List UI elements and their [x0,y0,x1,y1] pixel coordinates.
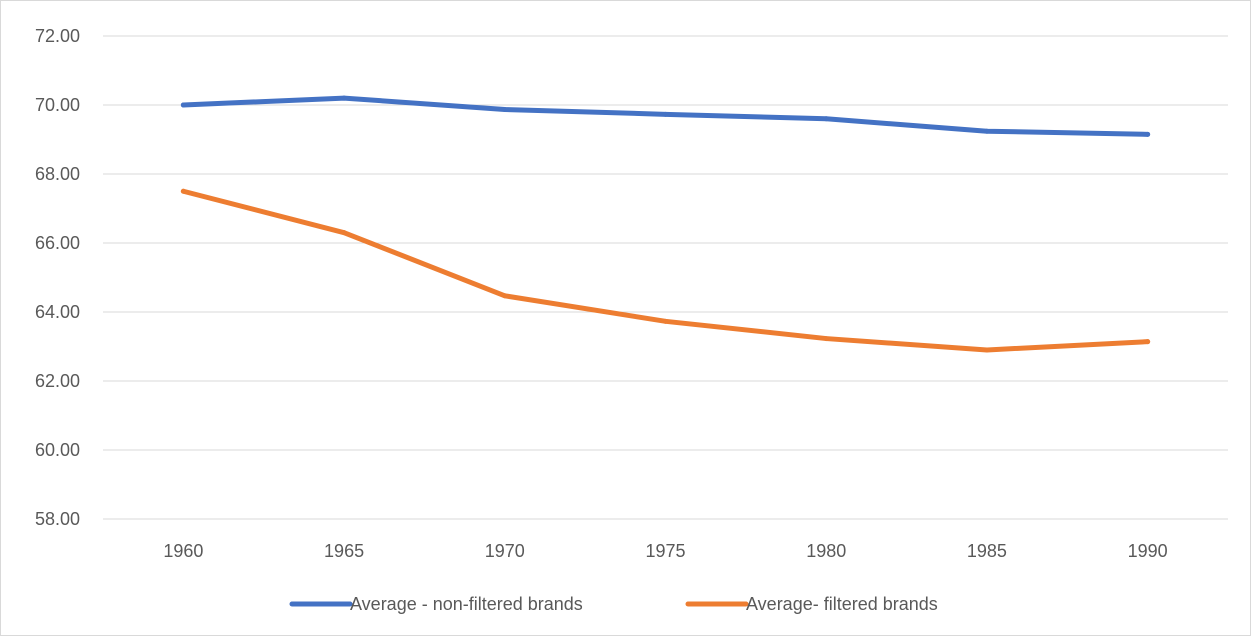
x-tick-label: 1960 [163,541,203,561]
data-point [502,293,508,299]
x-tick-label: 1985 [967,541,1007,561]
y-tick-label: 70.00 [35,95,80,115]
y-tick-label: 64.00 [35,302,80,322]
y-tick-label: 60.00 [35,440,80,460]
data-point [502,106,508,112]
data-point [823,116,829,122]
data-point [984,128,990,134]
data-point [180,102,186,108]
gridlines [103,35,1228,520]
x-tick-label: 1965 [324,541,364,561]
data-point [823,336,829,342]
y-tick-label: 72.00 [35,26,80,46]
data-point [1145,131,1151,137]
y-tick-label: 68.00 [35,164,80,184]
data-point [180,188,186,194]
x-axis-tick-labels: 1960 1965 1970 1975 1980 1985 1990 [163,541,1167,561]
y-axis-tick-labels: 58.00 60.00 62.00 64.00 66.00 68.00 70.00 72.00 [35,26,80,529]
y-tick-label: 62.00 [35,371,80,391]
data-point [341,230,347,236]
legend: Average - non-filtered brands Average- fi… [289,594,938,614]
x-tick-label: 1980 [806,541,846,561]
y-tick-label: 66.00 [35,233,80,253]
series-line-2 [180,188,1151,353]
legend-label: Average - non-filtered brands [350,594,583,614]
data-point [984,347,990,353]
x-tick-label: 1975 [645,541,685,561]
data-point [663,111,668,117]
y-tick-label: 58.00 [35,509,80,529]
data-point [1145,339,1151,345]
x-tick-label: 1990 [1128,541,1168,561]
data-point [341,95,347,101]
x-tick-label: 1970 [485,541,525,561]
series-lines [180,95,1151,353]
legend-label: Average- filtered brands [746,594,938,614]
data-point [663,318,668,324]
